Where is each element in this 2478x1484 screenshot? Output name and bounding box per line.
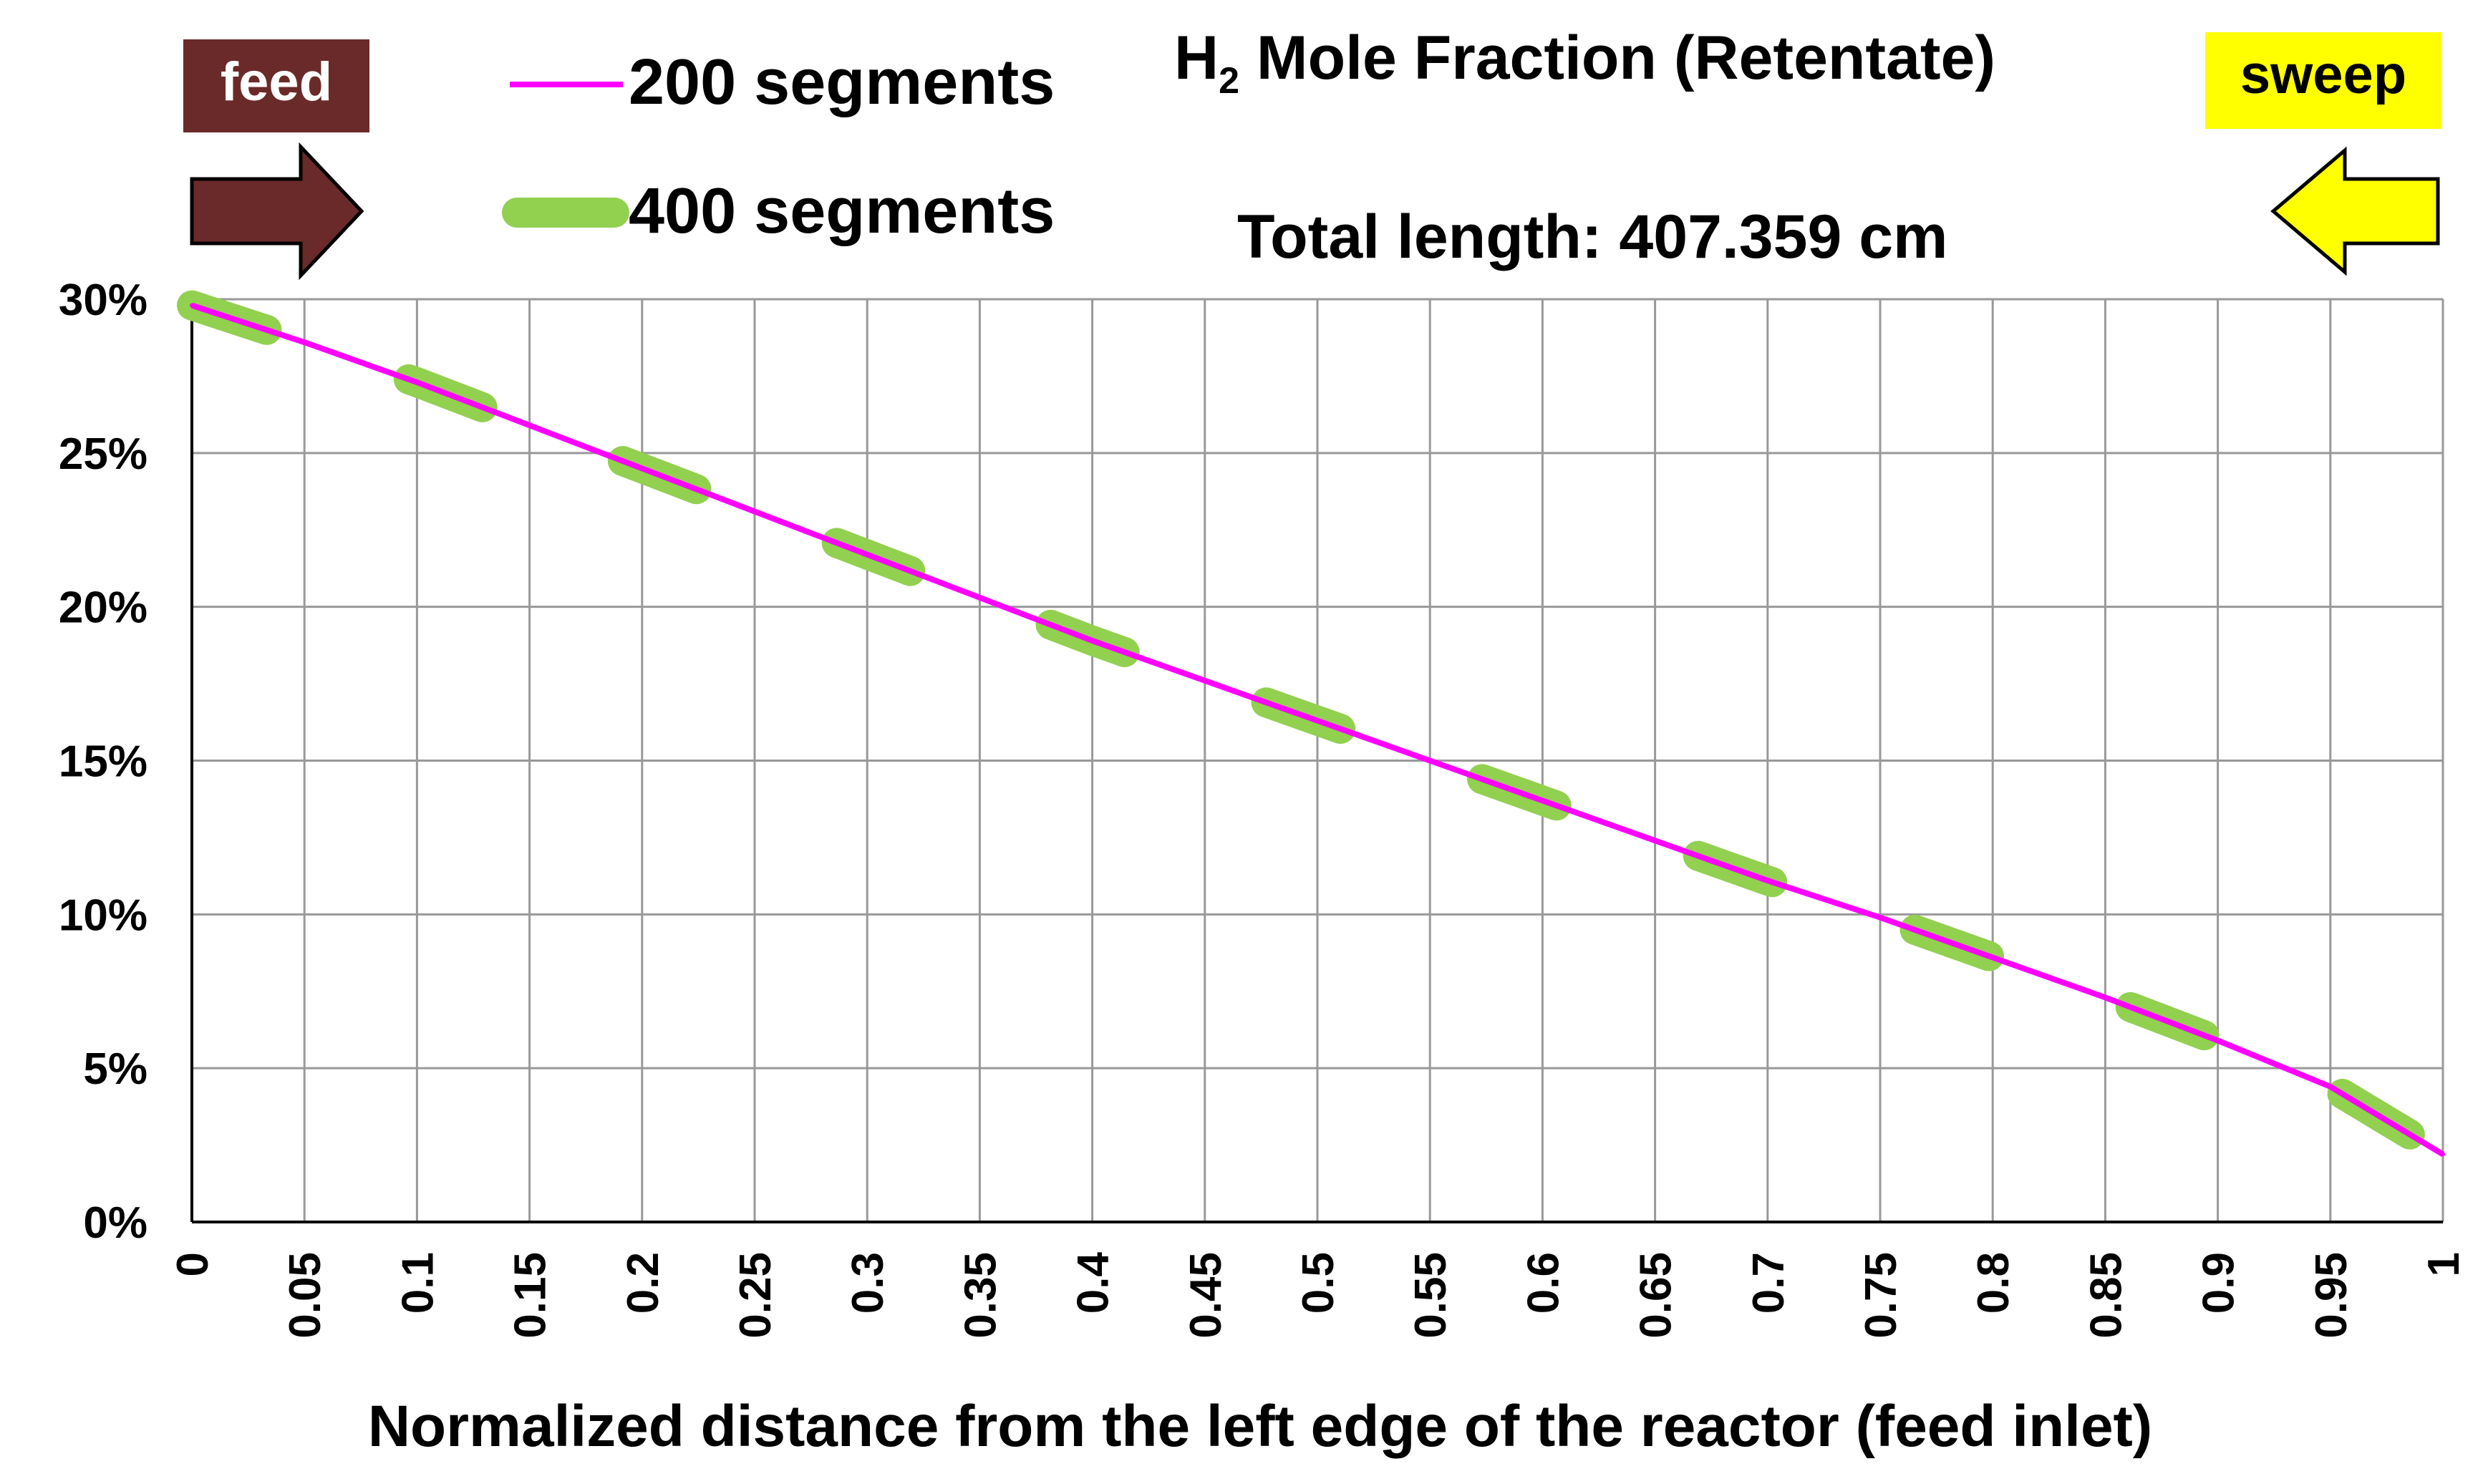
y-tick-label: 30% bbox=[59, 276, 147, 325]
x-axis-label: Normalized distance from the left edge o… bbox=[368, 1394, 2152, 1459]
x-tick-label: 0.5 bbox=[1294, 1252, 1343, 1314]
x-tick-label: 0 bbox=[168, 1252, 218, 1276]
series-200-point bbox=[2103, 995, 2108, 1000]
x-tick-label: 0.6 bbox=[1519, 1252, 1568, 1314]
x-tick-label: 0.55 bbox=[1406, 1252, 1456, 1339]
series-200-point bbox=[527, 423, 532, 428]
x-tick-label: 0.95 bbox=[2307, 1252, 2356, 1339]
chart-title-prefix: H bbox=[1174, 24, 1219, 92]
chart-subtitle: Total length: 407.359 cm bbox=[1237, 203, 1948, 271]
legend: 200 segments 400 segments bbox=[502, 47, 1055, 247]
x-tick-label: 0.15 bbox=[506, 1252, 556, 1339]
x-tick-label: 1 bbox=[2419, 1252, 2469, 1276]
series-200-point bbox=[1202, 678, 1207, 683]
sweep-label: sweep bbox=[2240, 44, 2406, 105]
x-tick-label: 0.05 bbox=[281, 1252, 330, 1339]
x-tick-label: 0.75 bbox=[1857, 1252, 1906, 1339]
chart-title-subscript: 2 bbox=[1219, 60, 1239, 102]
y-tick-label: 20% bbox=[59, 583, 147, 633]
series-200-point bbox=[415, 380, 420, 385]
sweep-arrow-icon bbox=[2270, 146, 2440, 276]
x-tick-label: 0.35 bbox=[956, 1252, 1005, 1339]
series bbox=[177, 290, 2458, 1170]
series-200-point bbox=[2328, 1084, 2333, 1089]
x-tick-label: 0.65 bbox=[1632, 1252, 1681, 1339]
series-200-point bbox=[2441, 1152, 2445, 1157]
series-200-point bbox=[1540, 798, 1545, 803]
series-200-point bbox=[977, 595, 982, 600]
series-200-point bbox=[1878, 915, 1882, 920]
chart-title-rest: Mole Fraction (Retentate) bbox=[1239, 24, 1995, 92]
y-tick-label: 0% bbox=[83, 1198, 147, 1248]
series-200-point bbox=[1652, 838, 1657, 843]
y-tick-label: 10% bbox=[59, 891, 147, 940]
series-200-point bbox=[752, 509, 757, 514]
x-tick-label: 0.4 bbox=[1069, 1251, 1118, 1314]
y-tick-label: 15% bbox=[59, 737, 147, 787]
y-axis-ticks: 0% 5% 10% 15% 20% 25% 30% bbox=[59, 276, 147, 1248]
x-tick-label: 0.1 bbox=[393, 1252, 442, 1314]
legend-label-400: 400 segments bbox=[629, 175, 1055, 247]
x-tick-label: 0.7 bbox=[1744, 1252, 1794, 1314]
x-tick-label: 0.85 bbox=[2081, 1252, 2131, 1339]
series-200-point bbox=[2215, 1038, 2220, 1043]
series-200-point bbox=[1990, 955, 1995, 960]
feed-arrow-icon bbox=[190, 142, 364, 281]
series-200-point bbox=[1090, 638, 1095, 643]
x-tick-label: 0.45 bbox=[1181, 1252, 1231, 1339]
y-tick-label: 25% bbox=[59, 430, 147, 479]
y-tick-label: 5% bbox=[83, 1044, 147, 1094]
series-200-point bbox=[302, 340, 307, 345]
series-200-point bbox=[1428, 758, 1433, 763]
x-tick-label: 0.8 bbox=[1969, 1252, 2018, 1314]
x-axis-ticks: 0 0.05 0.1 0.15 0.2 0.25 0.3 0.35 0.4 0.45 0.5 0.55… bbox=[168, 1251, 2469, 1338]
chart-title: H2 Mole Fraction (Retentate) bbox=[1174, 24, 1995, 102]
sweep-label-box bbox=[2205, 32, 2441, 129]
series-200-point bbox=[190, 303, 194, 308]
x-tick-label: 0.25 bbox=[731, 1252, 780, 1339]
series-200-point bbox=[1765, 878, 1770, 883]
x-tick-label: 0.9 bbox=[2194, 1252, 2244, 1314]
feed-label-box bbox=[183, 39, 369, 132]
grid bbox=[190, 298, 2444, 1223]
series-200-point bbox=[865, 552, 870, 557]
x-tick-label: 0.3 bbox=[843, 1252, 893, 1314]
legend-label-200: 200 segments bbox=[629, 47, 1055, 118]
series-200-point bbox=[639, 466, 644, 471]
x-tick-label: 0.2 bbox=[619, 1252, 668, 1314]
series-200-point bbox=[1315, 718, 1320, 723]
feed-label: feed bbox=[221, 52, 332, 112]
